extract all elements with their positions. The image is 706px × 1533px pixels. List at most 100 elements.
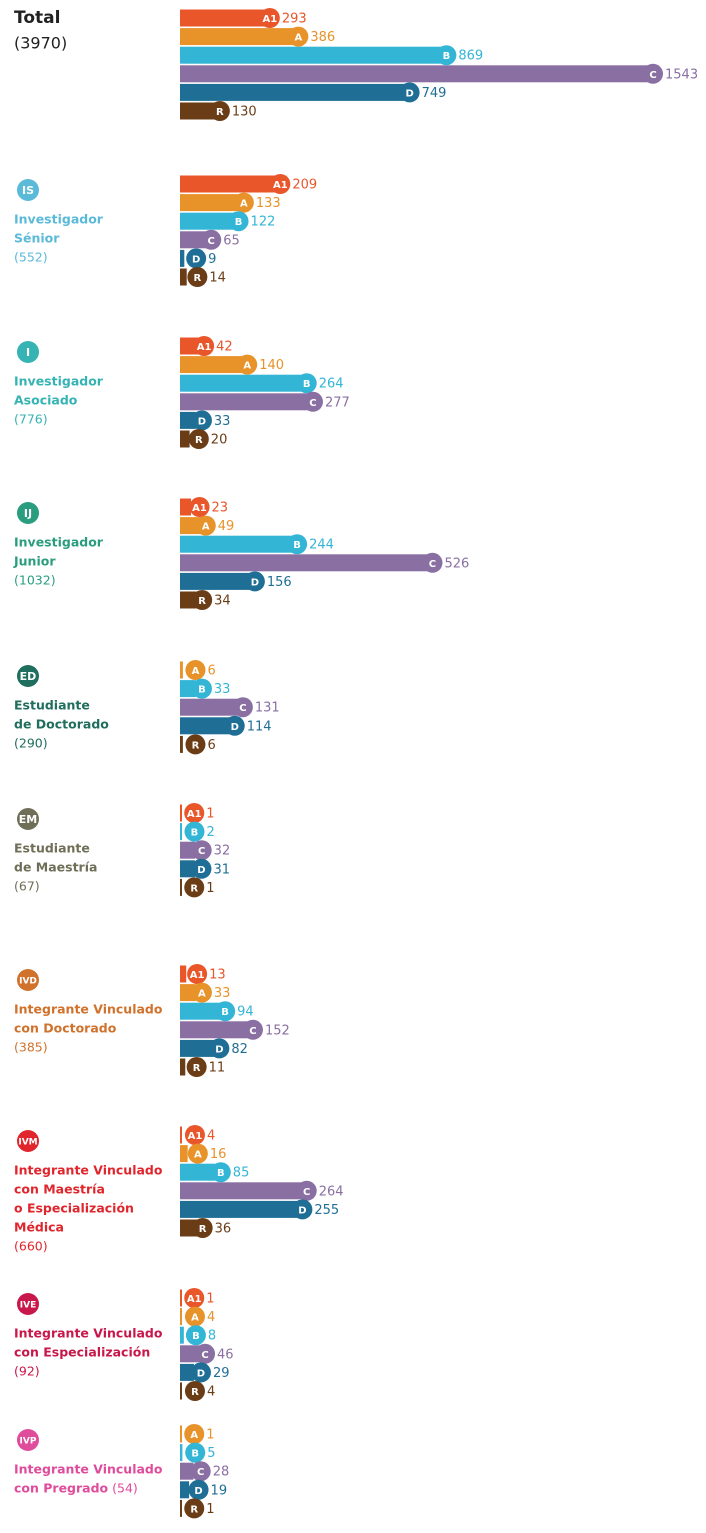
group-total: (1032) [14, 573, 56, 588]
group-label: con Pregrado [14, 1481, 109, 1496]
bar-category: B [217, 1168, 225, 1179]
bar [180, 965, 187, 983]
bar-category: B [221, 1007, 229, 1018]
bar-category: B [443, 51, 451, 62]
bar [180, 249, 185, 267]
bar-cap [186, 1057, 207, 1077]
bar-cap [184, 1125, 205, 1145]
bar-cap [242, 1019, 263, 1040]
bar-category: A1 [187, 809, 202, 820]
bar-value: 140 [259, 358, 284, 373]
bar-value: 5 [207, 1446, 215, 1461]
bar-cap [287, 534, 308, 555]
bar-cap [233, 192, 254, 213]
badge [17, 1130, 39, 1152]
bar-value: 34 [214, 594, 231, 609]
bar-category: A [240, 199, 248, 210]
bar-value: 32 [214, 844, 231, 859]
bar-cap [215, 1001, 236, 1022]
bar-category: R [198, 596, 206, 607]
bar-category: A1 [188, 1131, 203, 1142]
bar [180, 1481, 190, 1499]
bar [180, 1182, 307, 1200]
bar-category: C [309, 398, 316, 409]
group-label: Integrante Vinculado [14, 1002, 163, 1017]
badge [17, 502, 39, 524]
bar-cap [237, 354, 258, 375]
bar-value: 526 [444, 556, 469, 571]
bar-cap [302, 391, 323, 412]
bar [180, 661, 183, 679]
bar [180, 28, 299, 46]
bar-value: 293 [282, 12, 307, 27]
bar-category: R [195, 435, 203, 446]
bar-cap [191, 840, 212, 861]
badge-text: IS [22, 184, 34, 197]
bar-cap [228, 211, 249, 232]
bar [180, 860, 195, 878]
bar-cap [184, 1498, 205, 1519]
bar-value: 4 [207, 1129, 215, 1144]
bar-category: D [194, 1486, 202, 1497]
badge [17, 665, 39, 687]
bar [180, 411, 196, 429]
bar-category: D [197, 1368, 205, 1379]
bar [180, 823, 182, 841]
bar-cap [195, 1343, 216, 1364]
bar-cap [188, 429, 209, 449]
bar [180, 591, 197, 609]
bar-cap [185, 1325, 206, 1346]
bar [180, 878, 182, 896]
bar-category: C [197, 1467, 204, 1478]
bar-cap [399, 82, 420, 103]
bar-category: A [294, 33, 302, 44]
bar-cap [184, 1306, 205, 1327]
bar [180, 680, 196, 698]
bar [180, 1002, 226, 1020]
bar-value: 156 [267, 575, 292, 590]
bar-value: 114 [247, 719, 272, 734]
bar-category: A [243, 361, 251, 372]
bar-category: R [190, 1504, 198, 1515]
group-label: con Especialización [14, 1345, 150, 1360]
group-label: Asociado [14, 393, 78, 408]
bar-cap [191, 982, 212, 1003]
badge [17, 179, 39, 201]
bar [180, 554, 433, 572]
bar [180, 1499, 182, 1517]
bar-value: 1543 [665, 67, 698, 82]
bar-value: 264 [319, 1184, 344, 1199]
bar [180, 1308, 182, 1326]
group-label: Integrante Vinculado [14, 1326, 163, 1341]
bar-category: R [199, 1224, 207, 1235]
bar [180, 698, 243, 716]
bar-category: C [201, 1350, 208, 1361]
badge-text: IVP [20, 1437, 37, 1447]
bar-value: 6 [207, 738, 215, 753]
bar-category: C [239, 703, 246, 714]
bar-value: 122 [251, 215, 276, 230]
bar [180, 430, 190, 448]
badge [17, 969, 39, 991]
bar [180, 572, 255, 590]
bar-category: D [197, 865, 205, 876]
bar-cap [259, 8, 280, 28]
bar-cap [190, 1362, 211, 1383]
bar-value: 4 [207, 1310, 215, 1325]
bar-value: 133 [256, 196, 281, 211]
group-label: de Maestría [14, 860, 97, 875]
badge-text: ED [20, 670, 37, 683]
bar-cap [191, 858, 212, 879]
bar-value: 23 [212, 501, 229, 516]
bar-cap [201, 229, 222, 250]
bar-cap [270, 174, 291, 194]
bar-cap [209, 101, 230, 121]
bar [180, 83, 410, 101]
bar-cap [190, 1461, 211, 1482]
bar [180, 1289, 182, 1307]
bar-value: 277 [325, 395, 350, 410]
bar-category: A [191, 1313, 199, 1324]
bar-category: D [298, 1205, 306, 1216]
bar [180, 356, 248, 374]
bar-value: 6 [207, 664, 215, 679]
